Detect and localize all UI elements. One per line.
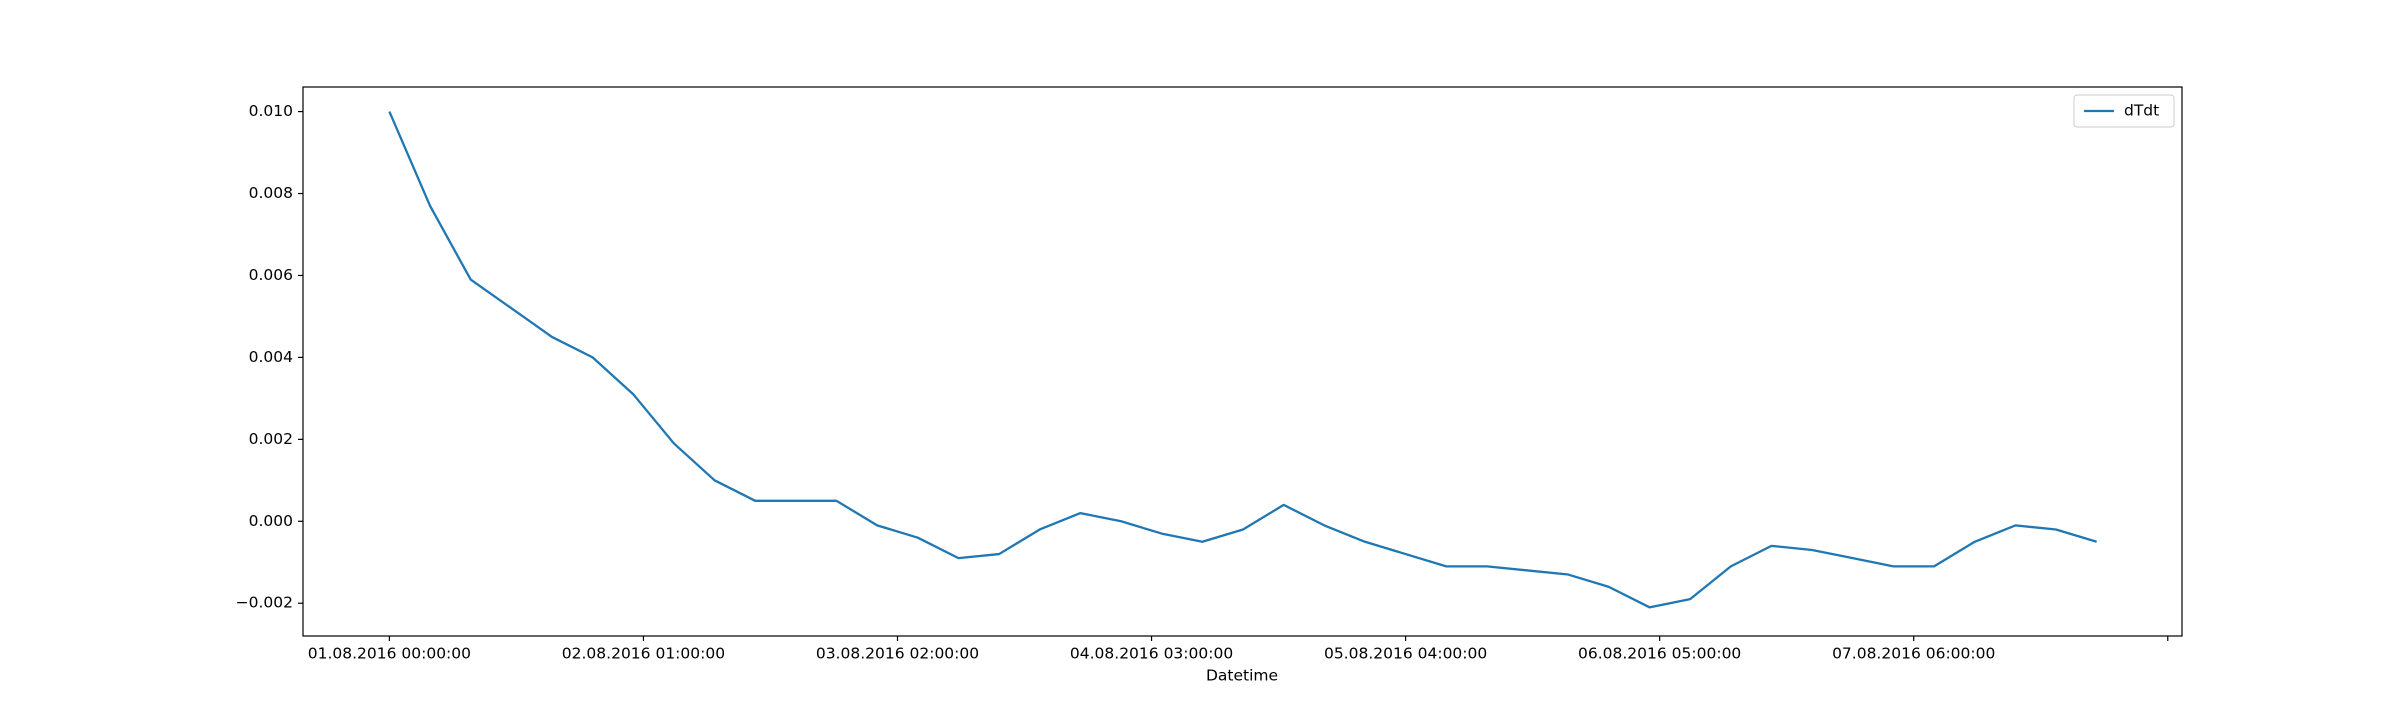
x-tick-label: 06.08.2016 05:00:00	[1578, 645, 1741, 663]
legend-box	[2073, 94, 2175, 128]
legend-label: dTdt	[2124, 102, 2159, 120]
y-tick-label: 0.000	[249, 512, 293, 530]
x-axis-label: Datetime	[1206, 667, 1278, 685]
x-tick-label: 04.08.2016 03:00:00	[1070, 645, 1233, 663]
x-tick-label: 07.08.2016 06:00:00	[1832, 645, 1995, 663]
y-tick-label: 0.004	[249, 348, 293, 366]
y-tick-label: −0.002	[236, 594, 293, 612]
x-tick-label: 03.08.2016 02:00:00	[816, 645, 979, 663]
y-tick-label: 0.002	[249, 430, 293, 448]
y-tick-label: 0.010	[249, 102, 293, 120]
x-tick-label: 01.08.2016 00:00:00	[308, 645, 471, 663]
y-tick-label: 0.006	[249, 266, 293, 284]
x-tick-label: 02.08.2016 01:00:00	[562, 645, 725, 663]
plot-frame	[302, 86, 2183, 637]
y-tick-label: 0.008	[249, 184, 293, 202]
x-tick-label: 05.08.2016 04:00:00	[1324, 645, 1487, 663]
data-line	[388, 111, 2097, 609]
